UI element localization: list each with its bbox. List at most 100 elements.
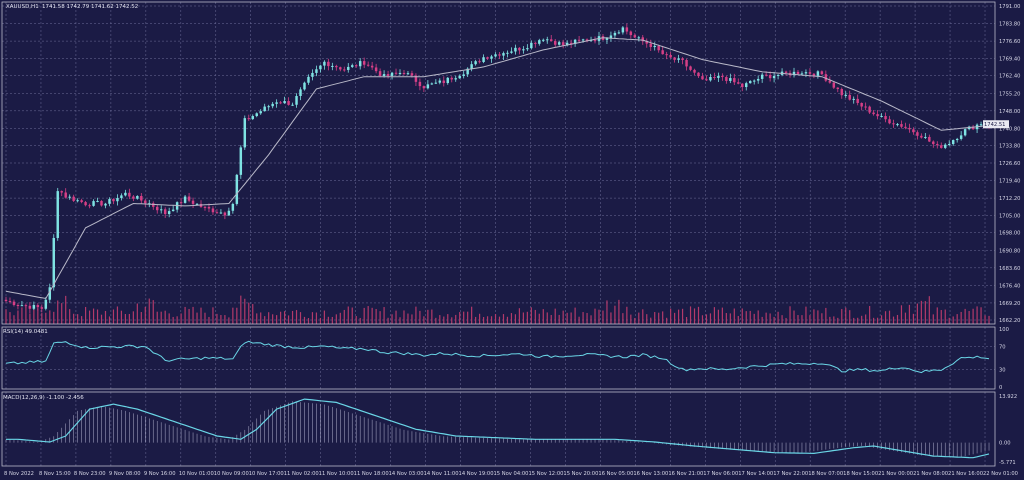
volume-bar [447, 314, 449, 324]
candle-body [498, 54, 501, 56]
candle-body [128, 192, 131, 197]
volume-bar [841, 309, 843, 324]
volume-bar [451, 317, 453, 324]
candle-body [92, 201, 95, 206]
volume-bar [264, 316, 266, 324]
candle-body [446, 77, 449, 84]
candle-body [928, 136, 931, 142]
volume-bar [471, 306, 473, 324]
time-tick-label: 9 Nov 16:00 [144, 471, 176, 477]
candle-body [247, 118, 251, 120]
candle-body [717, 75, 720, 78]
volume-bar [518, 308, 520, 324]
candle-body [856, 98, 859, 103]
macd-signal-line [6, 398, 990, 459]
volume-bar [869, 306, 871, 324]
candle-body [665, 54, 668, 56]
time-tick-label: 17 Nov 06:00 [703, 471, 738, 477]
candle-body [729, 78, 732, 81]
candle-body [327, 61, 330, 67]
candle-body [725, 77, 728, 81]
volume-bar [184, 306, 186, 324]
volume-bar [713, 307, 716, 324]
candle-body [442, 80, 446, 84]
candle-body [816, 71, 820, 76]
candle-body [104, 203, 107, 206]
time-tick-label: 11 Nov 18:00 [354, 471, 389, 477]
volume-bar [77, 314, 79, 324]
candle-body [542, 39, 545, 41]
volume-bar [339, 312, 341, 324]
volume-bar [920, 300, 922, 324]
candle-body [179, 202, 183, 204]
candle-body [76, 200, 79, 202]
rsi-header: RSI(14) 49.0481 [3, 329, 48, 335]
candle-body [963, 129, 967, 136]
candle-body [370, 65, 374, 68]
rsi-tick-label: 0 [999, 385, 1002, 391]
volume-bar [598, 309, 600, 324]
time-tick-label: 21 Nov 08:00 [913, 471, 948, 477]
candle-body [398, 72, 402, 74]
candle-body [335, 65, 338, 68]
candle-body [203, 206, 207, 208]
candle-body [163, 209, 167, 215]
candle-body [705, 79, 708, 81]
time-tick-label: 8 Nov 23:00 [74, 471, 106, 477]
volume-bar [347, 306, 349, 324]
volume-bar [813, 309, 815, 324]
volume-bar [140, 312, 142, 324]
candle-body [689, 66, 692, 70]
volume-bar [745, 311, 747, 324]
candle-body [362, 61, 366, 65]
volume-bar [220, 315, 222, 324]
volume-bar [733, 308, 735, 324]
rsi-line [5, 340, 990, 374]
candle-body [947, 144, 951, 146]
volume-bar [228, 317, 230, 324]
time-tick-label: 14 Nov 03:00 [389, 471, 424, 477]
candle-body [514, 47, 517, 52]
volume-bar [614, 305, 616, 324]
candle-body [617, 32, 621, 34]
volume-bar [514, 314, 517, 324]
time-tick-label: 21 Nov 00:00 [878, 471, 913, 477]
volume-bar [152, 300, 154, 324]
candle-body [904, 126, 907, 128]
candle-body [653, 45, 656, 48]
volume-bar [697, 306, 700, 324]
candle-body [550, 39, 553, 42]
volume-bar [550, 314, 552, 324]
price-tick-label: 1791.00 [999, 4, 1020, 10]
candle-body [685, 60, 688, 67]
volume-bar [260, 312, 262, 324]
candle-body [951, 140, 955, 145]
candle-body [506, 52, 509, 54]
candle-body [466, 68, 469, 75]
candle-body [812, 73, 816, 76]
panel-border [1, 1, 996, 325]
volume-bar [283, 311, 286, 324]
volume-bar [411, 314, 413, 324]
candle-body [112, 199, 115, 202]
candle-body [299, 89, 302, 96]
candle-body [267, 106, 270, 108]
volume-bar [566, 312, 568, 324]
candle-body [283, 100, 286, 104]
volume-bar [586, 312, 588, 324]
price-tag-box [983, 120, 1009, 129]
candle-body [279, 102, 282, 104]
volume-bar [594, 308, 596, 324]
candle-body [522, 49, 525, 51]
candle-body [896, 124, 899, 126]
volume-bar [530, 307, 532, 324]
volume-bar [705, 314, 708, 324]
volume-bar [383, 307, 385, 324]
candle-body [386, 74, 390, 76]
price-tick-label: 1733.80 [999, 143, 1020, 149]
time-tick-label: 16 Nov 05:00 [598, 471, 633, 477]
candle-body [366, 64, 370, 66]
volume-bar [61, 303, 63, 324]
candle-body [394, 72, 398, 74]
volume-bar [486, 316, 489, 324]
